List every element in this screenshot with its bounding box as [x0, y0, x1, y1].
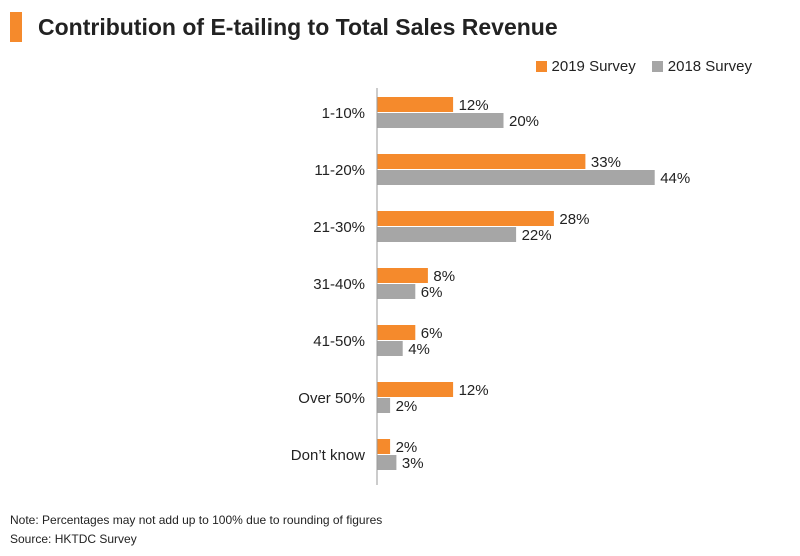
data-label: 28%: [559, 211, 589, 228]
bar-2019: [377, 325, 416, 340]
data-label: 20%: [509, 113, 539, 130]
bar-2019: [377, 268, 428, 283]
category-label: 1-10%: [322, 105, 365, 122]
data-label: 2%: [396, 398, 418, 415]
bar-2019: [377, 439, 391, 454]
legend-swatch-2019: [535, 61, 547, 72]
data-label: 6%: [421, 284, 443, 301]
bar-2019: [377, 211, 554, 226]
bar-2018: [377, 227, 517, 242]
category-label: 31-40%: [313, 276, 365, 293]
chart-title: Contribution of E-tailing to Total Sales…: [38, 14, 558, 40]
data-label: 4%: [408, 341, 430, 358]
bar-2018: [377, 455, 397, 470]
title-accent-bar: [10, 12, 22, 42]
legend-item-2019: 2019 Survey: [535, 58, 636, 75]
category-label: 41-50%: [313, 333, 365, 350]
footnote-source: Source: HKTDC Survey: [10, 532, 137, 546]
category-label: 11-20%: [314, 162, 365, 179]
bar-2018: [377, 398, 391, 413]
legend-swatch-2018: [651, 61, 663, 72]
category-label: Over 50%: [298, 390, 365, 407]
legend-label-2018: 2018 Survey: [667, 58, 752, 75]
category-label: Don’t know: [291, 447, 365, 464]
data-label: 12%: [459, 382, 489, 399]
bar-2019: [377, 97, 454, 112]
data-label: 44%: [660, 170, 690, 187]
data-label: 12%: [459, 97, 489, 114]
legend-label-2019: 2019 Survey: [551, 58, 636, 75]
bar-2019: [377, 382, 454, 397]
bar-2018: [377, 284, 416, 299]
bar-2019: [377, 154, 586, 169]
category-label: 21-30%: [313, 219, 365, 236]
chart-legend: 2019 Survey 2018 Survey: [535, 58, 752, 75]
data-label: 22%: [522, 227, 552, 244]
data-label: 3%: [402, 455, 424, 472]
data-label: 8%: [433, 268, 455, 285]
footnote-note: Note: Percentages may not add up to 100%…: [10, 513, 383, 527]
data-label: 6%: [421, 325, 443, 342]
bar-2018: [377, 113, 504, 128]
data-label: 2%: [396, 439, 418, 456]
legend-item-2018: 2018 Survey: [651, 58, 752, 75]
bar-2018: [377, 170, 655, 185]
data-label: 33%: [591, 154, 621, 171]
bar-2018: [377, 341, 403, 356]
